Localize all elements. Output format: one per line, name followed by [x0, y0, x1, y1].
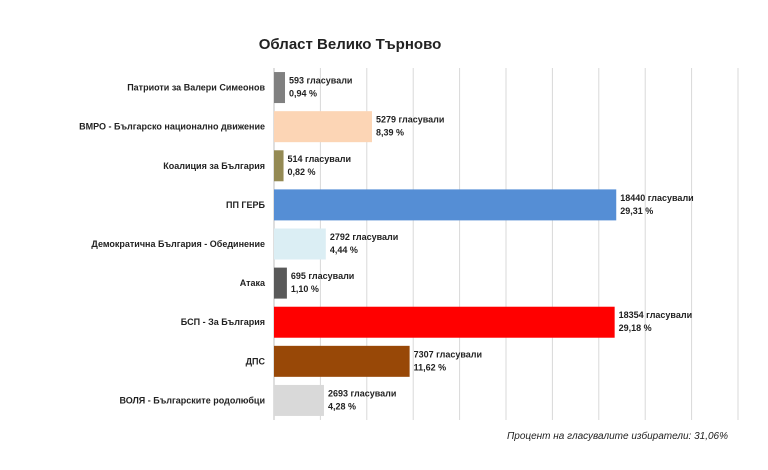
category-label: Патриоти за Валери Симеонов — [127, 83, 265, 93]
bar — [274, 345, 410, 377]
category-label: ДПС — [246, 356, 266, 366]
category-label: Демократична България - Обединение — [91, 239, 265, 249]
percent-label: 1,10 % — [291, 284, 319, 294]
bar — [274, 72, 286, 104]
data-labels: 593 гласували 0,94 % 5279 гласували 8,39 % 5… — [288, 76, 694, 412]
percent-label: 4,28 % — [328, 401, 356, 411]
chart-title: Област Велико Търново — [258, 36, 442, 53]
category-label: Коалиция за България — [163, 161, 265, 171]
bar — [274, 306, 615, 338]
bars — [274, 72, 617, 416]
bar — [274, 228, 326, 260]
votes-label: 2792 гласували — [330, 232, 398, 242]
votes-label: 18354 гласували — [619, 310, 692, 320]
percent-label: 0,94 % — [289, 89, 317, 99]
category-label: ВОЛЯ - Българските родолюбци — [119, 395, 265, 405]
category-label: БСП - За България — [181, 317, 265, 327]
bar — [274, 111, 372, 143]
votes-label: 593 гласували — [289, 76, 352, 86]
category-label: ВМРО - Българско национално движение — [79, 122, 265, 132]
votes-label: 5279 гласували — [376, 115, 444, 125]
percent-label: 29,31 % — [620, 206, 653, 216]
percent-label: 8,39 % — [376, 128, 404, 138]
bar — [274, 267, 287, 299]
votes-label: 514 гласували — [288, 154, 351, 164]
votes-label: 7307 гласували — [414, 349, 482, 359]
category-label: ПП ГЕРБ — [226, 200, 266, 210]
percent-label: 11,62 % — [414, 362, 447, 372]
votes-label: 2693 гласували — [328, 388, 396, 398]
votes-label: 18440 гласували — [620, 193, 693, 203]
turnout-footnote: Процент на гласувалите избиратели: 31,06… — [507, 431, 728, 442]
percent-label: 29,18 % — [619, 323, 652, 333]
category-labels: Патриоти за Валери Симеонов ВМРО - Българ… — [79, 83, 266, 406]
bar — [274, 189, 617, 221]
votes-label: 695 гласували — [291, 271, 354, 281]
bar — [274, 384, 324, 416]
percent-label: 4,44 % — [330, 245, 358, 255]
percent-label: 0,82 % — [288, 167, 316, 177]
bar — [274, 150, 284, 182]
category-label: Атака — [240, 278, 266, 288]
